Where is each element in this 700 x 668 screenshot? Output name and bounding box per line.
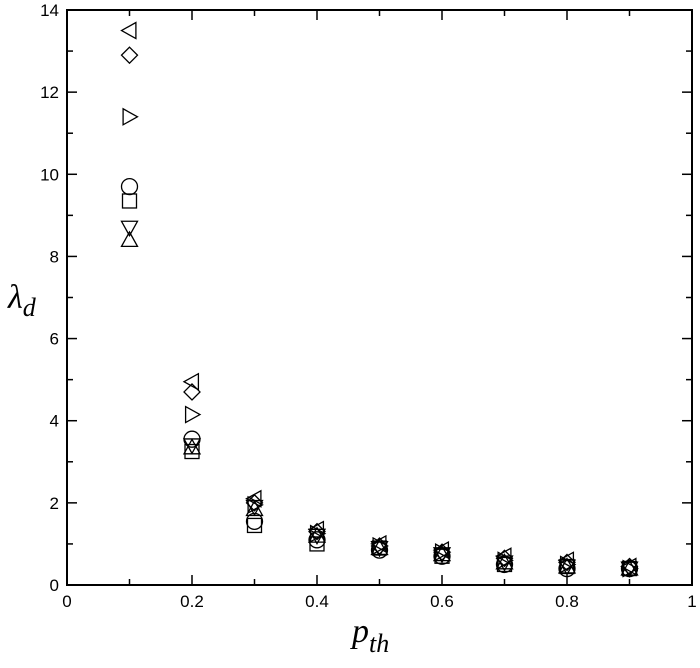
marker-circle <box>245 512 264 530</box>
x-tick-label: 0.8 <box>555 592 579 611</box>
marker-triangle-up <box>495 553 514 570</box>
marker-triangle-down <box>307 528 327 546</box>
x-tick-label: 1 <box>687 592 696 611</box>
y-axis-label: λd <box>7 279 37 322</box>
y-tick-label: 10 <box>40 165 59 184</box>
plot-frame <box>66 9 693 586</box>
marker-triangle-right <box>184 405 202 424</box>
marker-square <box>309 536 325 552</box>
x-axis-label: pth <box>350 613 389 658</box>
marker-square <box>246 517 263 534</box>
y-tick-label: 6 <box>50 330 59 349</box>
marker-diamond <box>120 46 139 65</box>
y-tick-label: 12 <box>40 83 59 102</box>
x-tick-label: 0 <box>62 592 71 611</box>
marker-diamond <box>183 383 201 401</box>
marker-triangle-up <box>557 557 577 574</box>
marker-triangle-left <box>120 21 137 40</box>
marker-circle <box>308 531 326 549</box>
marker-triangle-up <box>120 230 139 248</box>
y-tick-label: 8 <box>50 247 59 266</box>
data-markers <box>120 21 639 578</box>
marker-triangle-down <box>620 561 639 578</box>
marker-triangle-up <box>620 559 639 576</box>
marker-square <box>121 193 138 209</box>
marker-circle <box>120 177 139 196</box>
y-tick-label: 2 <box>50 494 59 513</box>
y-tick-label: 4 <box>50 412 59 431</box>
marker-triangle-down <box>120 220 139 238</box>
marker-triangle-up <box>245 499 264 517</box>
marker-triangle-down <box>182 438 202 455</box>
marker-triangle-down <box>432 547 452 564</box>
marker-triangle-down <box>557 559 577 576</box>
marker-triangle-left <box>182 372 200 391</box>
x-tick-label: 0.6 <box>430 592 454 611</box>
x-tick-label: 0.2 <box>180 592 204 611</box>
marker-triangle-down <box>495 555 514 572</box>
y-tick-label: 14 <box>40 1 59 20</box>
marker-triangle-up <box>307 526 327 543</box>
marker-triangle-up <box>370 538 389 556</box>
marker-triangle-up <box>182 438 202 455</box>
marker-triangle-right <box>122 107 139 126</box>
y-tick-label: 0 <box>50 576 59 595</box>
marker-triangle-down <box>370 540 389 558</box>
marker-triangle-up <box>432 544 452 562</box>
x-tick-label: 0.4 <box>305 592 329 611</box>
